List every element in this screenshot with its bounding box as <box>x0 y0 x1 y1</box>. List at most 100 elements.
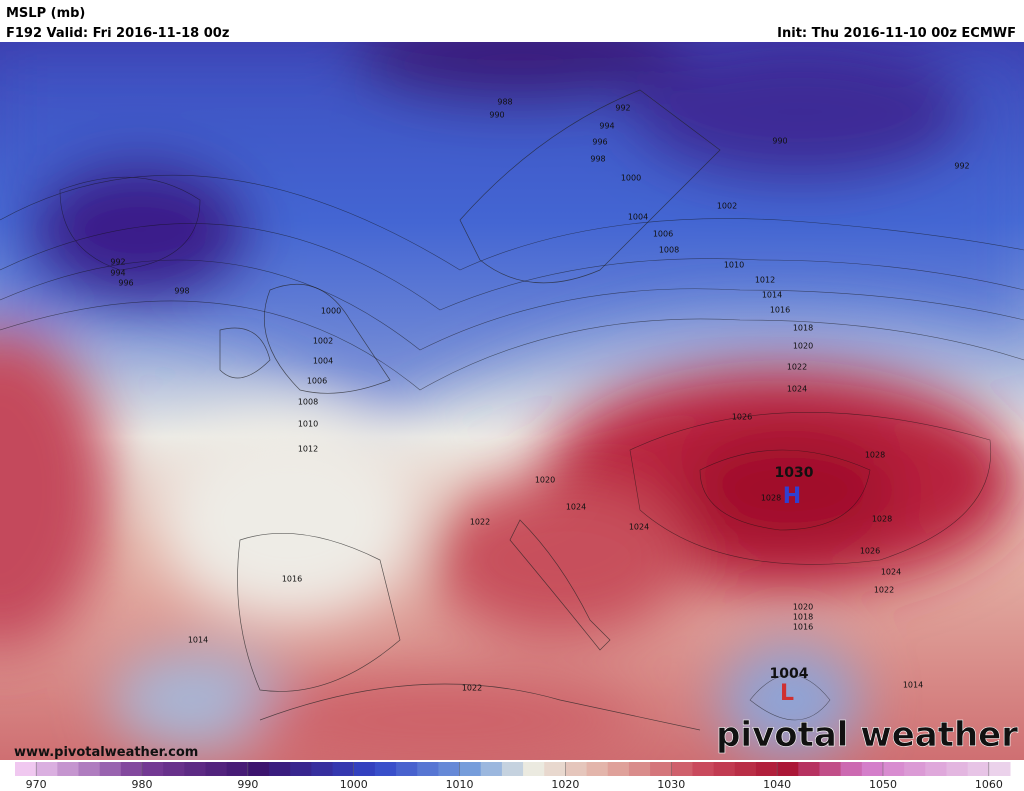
colorbar: 970 980 990 1000 1010 1020 1030 1040 1050 1060 <box>15 762 1011 791</box>
contour-label: 1020 <box>793 342 813 351</box>
colorbar-swatch <box>311 762 334 776</box>
colorbar-swatch <box>501 762 524 776</box>
colorbar-label: 970 <box>26 778 47 791</box>
colorbar-swatch <box>99 762 122 776</box>
contour-label: 992 <box>615 104 630 113</box>
contour-label: 1002 <box>717 202 737 211</box>
contour-label: 1000 <box>321 307 341 316</box>
colorbar-swatch <box>353 762 376 776</box>
contour-label: 994 <box>110 269 125 278</box>
colorbar-swatch <box>861 762 884 776</box>
colorbar-swatch <box>840 762 863 776</box>
colorbar-swatch <box>417 762 439 776</box>
colorbar-swatch <box>565 762 588 776</box>
contour-label: 1016 <box>770 306 790 315</box>
contour-label: 1024 <box>566 503 586 512</box>
contour-label: 996 <box>592 138 607 147</box>
contour-label: 1028 <box>865 451 885 460</box>
colorbar-label: 990 <box>237 778 258 791</box>
contour-label: 1012 <box>298 445 318 454</box>
contour-label: 1028 <box>761 494 781 503</box>
contour-label: 1024 <box>629 523 649 532</box>
contour-label: 1014 <box>903 681 923 690</box>
colorbar-swatch <box>36 762 58 776</box>
contour-label: 990 <box>489 111 504 120</box>
colorbar-swatch <box>671 762 693 776</box>
contour-label: 1010 <box>298 420 318 429</box>
colorbar-swatch <box>226 762 249 776</box>
contour-label: 1014 <box>762 291 782 300</box>
colorbar-swatch <box>967 762 990 776</box>
colorbar-swatch <box>438 762 461 776</box>
valid-time: F192 Valid: Fri 2016-11-18 00z <box>6 26 229 41</box>
logo: pivotal weather <box>716 715 1018 755</box>
title: MSLP (mb) <box>6 6 85 21</box>
contour-label: 1022 <box>787 363 807 372</box>
contour-label: 1016 <box>793 623 813 632</box>
contour-label: 1012 <box>755 276 775 285</box>
contour-label: 1026 <box>860 547 880 556</box>
colorbar-swatch <box>586 762 609 776</box>
colorbar-swatch <box>396 762 418 776</box>
map <box>0 42 1024 760</box>
contour-label: 1004 <box>628 213 648 222</box>
high-symbol: H <box>783 484 801 509</box>
contour-label: 998 <box>174 287 189 296</box>
colorbar-swatch <box>57 762 80 776</box>
low-symbol: L <box>780 681 794 706</box>
colorbar-swatch <box>247 762 270 776</box>
colorbar-label: 1000 <box>340 778 368 791</box>
colorbar-swatch <box>713 762 736 776</box>
contour-label: 1008 <box>298 398 318 407</box>
colorbar-swatch <box>269 762 291 776</box>
contour-label: 1018 <box>793 613 813 622</box>
colorbar-swatch <box>734 762 757 776</box>
colorbar-swatch <box>988 762 1011 776</box>
colorbar-swatch <box>798 762 820 776</box>
colorbar-swatch <box>184 762 207 776</box>
contour-label: 988 <box>497 98 512 107</box>
contour-label: 998 <box>590 155 605 164</box>
colorbar-swatch <box>374 762 397 776</box>
contour-label: 1014 <box>188 636 208 645</box>
colorbar-swatch <box>332 762 355 776</box>
colorbar-swatch <box>523 762 545 776</box>
colorbar-label: 1040 <box>763 778 791 791</box>
colorbar-swatch <box>205 762 228 776</box>
contour-label: 1024 <box>881 568 901 577</box>
colorbar-label: 1060 <box>975 778 1003 791</box>
colorbar-swatch <box>925 762 947 776</box>
contour-label: 990 <box>772 137 787 146</box>
contour-label: 1020 <box>793 603 813 612</box>
contour-label: 1006 <box>307 377 327 386</box>
contour-label: 992 <box>110 258 125 267</box>
contour-label: 1020 <box>535 476 555 485</box>
colorbar-swatch <box>163 762 185 776</box>
high-value: 1030 <box>775 465 814 481</box>
colorbar-swatch <box>15 762 37 776</box>
contour-label: 992 <box>954 162 969 171</box>
init-time: Init: Thu 2016-11-10 00z ECMWF <box>777 26 1016 41</box>
colorbar-swatch <box>544 762 566 776</box>
colorbar-label: 980 <box>132 778 153 791</box>
contour-label: 1028 <box>872 515 892 524</box>
low-value: 1004 <box>770 666 809 682</box>
colorbar-swatch <box>120 762 143 776</box>
colorbar-swatch <box>692 762 715 776</box>
colorbar-swatch <box>78 762 101 776</box>
contour-label: 1024 <box>787 385 807 394</box>
contour-label: 1026 <box>732 413 752 422</box>
contour-label: 1022 <box>462 684 482 693</box>
colorbar-label: 1020 <box>551 778 579 791</box>
colorbar-swatch <box>755 762 778 776</box>
colorbar-swatch <box>480 762 503 776</box>
colorbar-swatch <box>650 762 672 776</box>
contour-label: 1010 <box>724 261 744 270</box>
contour-label: 1008 <box>659 246 679 255</box>
colorbar-swatch <box>904 762 926 776</box>
colorbar-label: 1030 <box>657 778 685 791</box>
contour-label: 1006 <box>653 230 673 239</box>
colorbar-swatch <box>819 762 842 776</box>
contour-label: 1018 <box>793 324 813 333</box>
